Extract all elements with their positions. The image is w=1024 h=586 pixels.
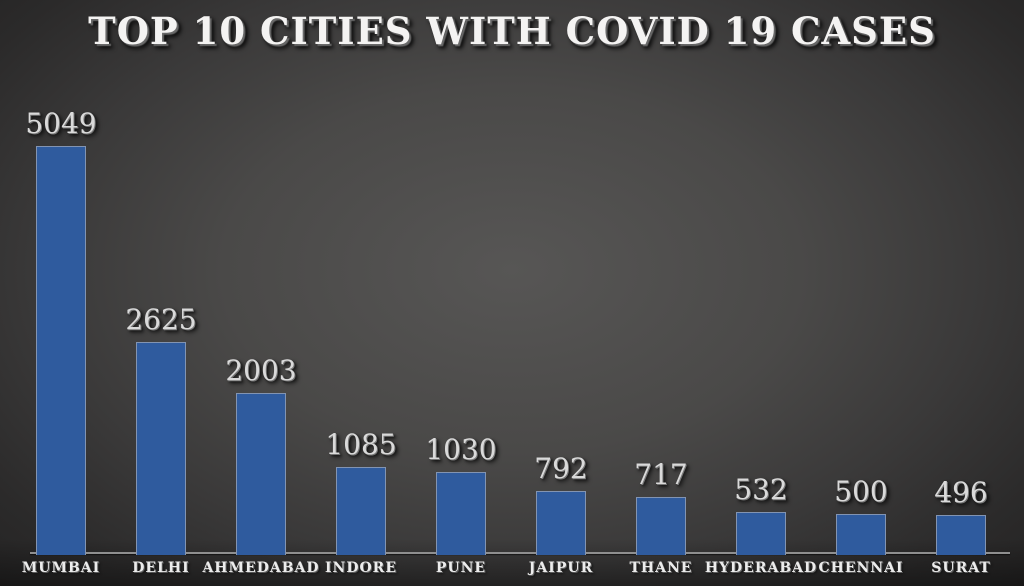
bar-value-label: 500: [834, 475, 888, 508]
bar-value-label: 496: [934, 476, 988, 509]
bar-chennai: [836, 514, 886, 555]
x-axis-category-label: MUMBAI: [21, 560, 101, 576]
x-axis-category-label: DELHI: [132, 560, 190, 576]
x-axis-line: [30, 552, 1010, 554]
bar-value-label: 2003: [225, 354, 297, 387]
bar-value-label: 532: [734, 473, 788, 506]
bar-jaipur: [536, 491, 586, 555]
bar-surat: [936, 515, 986, 555]
bar-pune: [436, 472, 486, 555]
bar-value-label: 717: [634, 458, 688, 491]
bar-hyderabad: [736, 512, 786, 555]
x-axis-category-label: AHMEDABAD: [202, 560, 320, 576]
bar-value-label: 1085: [325, 428, 397, 461]
x-axis-category-label: HYDERABAD: [704, 560, 818, 576]
bar-delhi: [136, 342, 186, 555]
bar-thane: [636, 497, 686, 555]
bar-value-label: 2625: [125, 303, 197, 336]
bar-indore: [336, 467, 386, 555]
x-axis-category-label: CHENNAI: [818, 560, 904, 576]
x-axis-category-label: SURAT: [931, 560, 991, 576]
x-axis-category-label: JAIPUR: [528, 560, 594, 576]
bar-ahmedabad: [236, 393, 286, 555]
chart-title: TOP 10 CITIES WITH COVID 19 CASES: [88, 9, 936, 53]
bar-value-label: 792: [534, 452, 588, 485]
x-axis-category-label: INDORE: [325, 560, 397, 576]
bar-value-label: 1030: [425, 433, 497, 466]
bar-mumbai: [36, 146, 86, 555]
bar-value-label: 5049: [25, 107, 97, 140]
x-axis-category-label: THANE: [629, 560, 693, 576]
x-axis-category-label: PUNE: [435, 560, 487, 576]
